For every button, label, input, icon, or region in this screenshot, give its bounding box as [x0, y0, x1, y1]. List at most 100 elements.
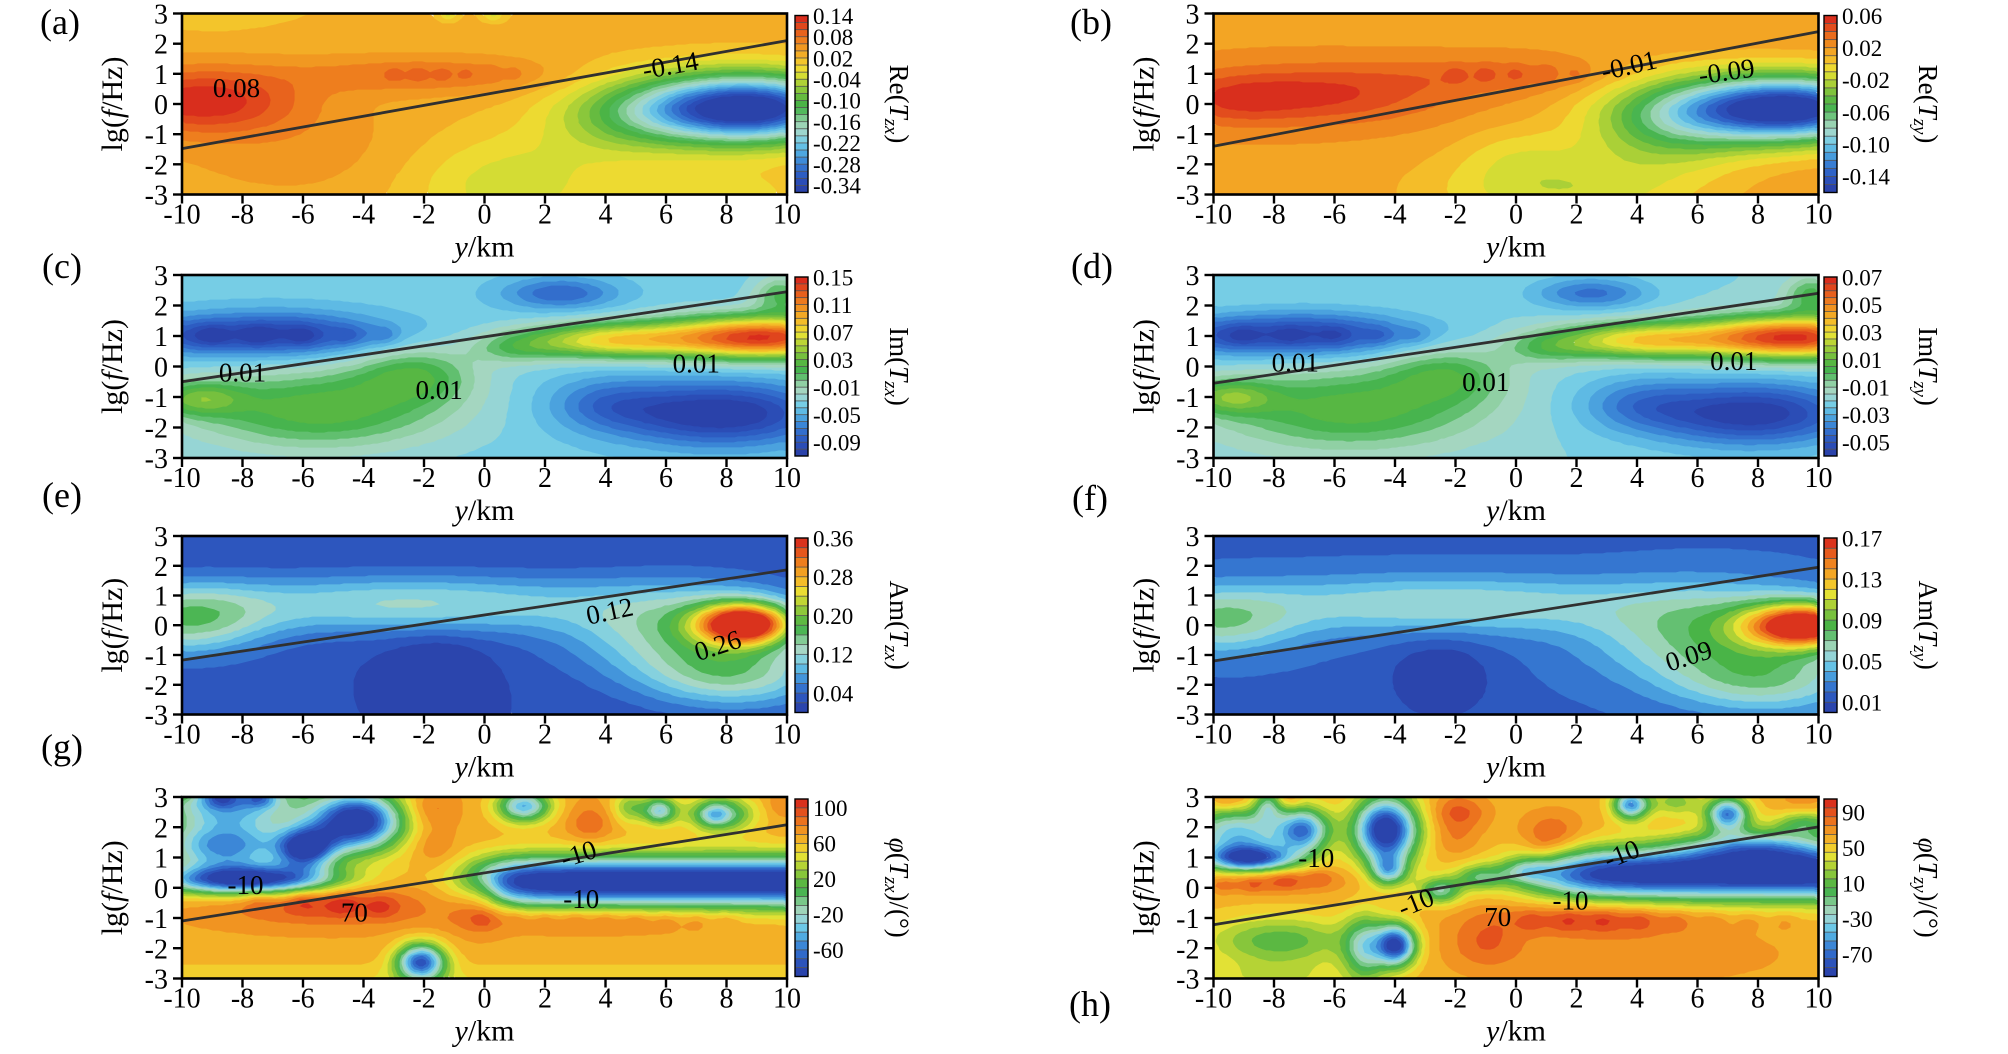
svg-text:0.36: 0.36	[813, 526, 853, 551]
svg-text:2: 2	[538, 984, 552, 1015]
svg-text:-8: -8	[1262, 720, 1285, 751]
svg-text:-2: -2	[1444, 720, 1467, 751]
svg-text:0: 0	[478, 463, 492, 494]
svg-text:0: 0	[1509, 463, 1523, 494]
svg-text:-0.03: -0.03	[1842, 403, 1890, 428]
svg-text:y/km: y/km	[1483, 231, 1546, 264]
svg-text:-0.02: -0.02	[1842, 68, 1890, 93]
svg-text:0.15: 0.15	[813, 265, 853, 290]
svg-text:3: 3	[154, 0, 168, 31]
svg-text:6: 6	[659, 720, 673, 751]
svg-text:-8: -8	[231, 463, 254, 494]
svg-text:-8: -8	[231, 984, 254, 1015]
svg-text:2: 2	[154, 30, 168, 61]
svg-text:4: 4	[1630, 200, 1644, 231]
svg-text:y/km: y/km	[452, 1015, 515, 1048]
svg-text:Am(Tzx): Am(Tzx)	[880, 581, 914, 670]
svg-text:-6: -6	[1323, 200, 1346, 231]
svg-text:-10: -10	[163, 720, 200, 751]
svg-text:4: 4	[1630, 720, 1644, 751]
svg-text:0.01: 0.01	[1272, 347, 1319, 377]
svg-text:-4: -4	[1383, 984, 1406, 1015]
svg-text:y/km: y/km	[1483, 1015, 1546, 1048]
svg-text:-0.28: -0.28	[813, 153, 861, 178]
svg-text:y/km: y/km	[452, 751, 515, 784]
svg-text:0: 0	[1186, 874, 1200, 905]
svg-text:70: 70	[341, 897, 368, 927]
svg-text:4: 4	[599, 200, 613, 231]
svg-text:20: 20	[813, 867, 836, 892]
svg-text:0.28: 0.28	[813, 565, 853, 590]
svg-text:-0.09: -0.09	[813, 431, 861, 456]
svg-text:-10: -10	[163, 984, 200, 1015]
svg-text:-10: -10	[163, 463, 200, 494]
svg-text:2: 2	[1186, 813, 1200, 844]
svg-text:(c): (c)	[42, 246, 82, 286]
svg-text:-1: -1	[145, 120, 168, 151]
svg-text:0.14: 0.14	[813, 4, 854, 29]
svg-text:6: 6	[659, 463, 673, 494]
svg-text:-10: -10	[163, 200, 200, 231]
svg-text:lg(f/Hz): lg(f/Hz)	[1128, 578, 1161, 673]
svg-text:0.01: 0.01	[1710, 346, 1757, 376]
svg-text:-0.10: -0.10	[1842, 133, 1890, 158]
svg-text:0.02: 0.02	[1842, 36, 1882, 61]
svg-text:-3: -3	[1176, 965, 1199, 996]
svg-text:lg(f/Hz): lg(f/Hz)	[96, 57, 129, 152]
svg-text:-0.05: -0.05	[1842, 431, 1890, 456]
svg-text:0: 0	[1186, 353, 1200, 384]
svg-text:-4: -4	[1383, 200, 1406, 231]
svg-text:-8: -8	[231, 720, 254, 751]
svg-text:(f): (f)	[1072, 478, 1108, 518]
svg-text:Im(Tzx): Im(Tzx)	[880, 327, 914, 406]
svg-text:-0.22: -0.22	[813, 131, 861, 156]
svg-text:4: 4	[1630, 463, 1644, 494]
svg-text:(a): (a)	[40, 2, 80, 42]
svg-text:1: 1	[154, 60, 168, 91]
svg-text:0.13: 0.13	[1842, 567, 1882, 592]
svg-text:-2: -2	[412, 463, 435, 494]
svg-text:-2: -2	[145, 934, 168, 965]
svg-text:-8: -8	[1262, 984, 1285, 1015]
svg-text:-1: -1	[1176, 641, 1199, 672]
svg-text:0.09: 0.09	[1842, 608, 1882, 633]
svg-text:0.07: 0.07	[813, 320, 853, 345]
svg-text:0.01: 0.01	[219, 357, 266, 387]
svg-text:-8: -8	[1262, 463, 1285, 494]
svg-text:2: 2	[154, 292, 168, 323]
svg-text:y/km: y/km	[1483, 494, 1546, 527]
svg-text:-0.14: -0.14	[1842, 165, 1890, 190]
svg-text:-6: -6	[291, 200, 314, 231]
svg-text:1: 1	[154, 844, 168, 875]
svg-text:10: 10	[1842, 872, 1865, 897]
svg-text:-0.06: -0.06	[1842, 100, 1890, 125]
svg-text:2: 2	[1570, 200, 1584, 231]
svg-text:90: 90	[1842, 801, 1865, 826]
svg-text:3: 3	[154, 522, 168, 553]
svg-text:10: 10	[1805, 984, 1833, 1015]
svg-text:2: 2	[154, 552, 168, 583]
svg-text:10: 10	[773, 200, 801, 231]
svg-text:2: 2	[538, 463, 552, 494]
svg-text:-0.01: -0.01	[813, 375, 861, 400]
svg-text:-3: -3	[1176, 444, 1199, 475]
svg-text:(h): (h)	[1069, 984, 1111, 1024]
svg-text:0.07: 0.07	[1842, 265, 1882, 290]
svg-text:6: 6	[1691, 200, 1705, 231]
svg-text:0.04: 0.04	[813, 681, 854, 706]
svg-text:3: 3	[154, 783, 168, 814]
svg-text:-8: -8	[1262, 200, 1285, 231]
svg-text:0: 0	[478, 200, 492, 231]
svg-text:-4: -4	[1383, 463, 1406, 494]
svg-text:0.01: 0.01	[673, 348, 720, 378]
svg-text:8: 8	[720, 200, 734, 231]
svg-text:0: 0	[1509, 720, 1523, 751]
svg-text:10: 10	[773, 720, 801, 751]
svg-text:6: 6	[1691, 984, 1705, 1015]
svg-text:2: 2	[538, 720, 552, 751]
svg-text:-70: -70	[1842, 943, 1873, 968]
svg-text:2: 2	[1570, 984, 1584, 1015]
svg-text:(b): (b)	[1070, 2, 1112, 42]
svg-text:8: 8	[1751, 720, 1765, 751]
svg-text:-3: -3	[145, 444, 168, 475]
